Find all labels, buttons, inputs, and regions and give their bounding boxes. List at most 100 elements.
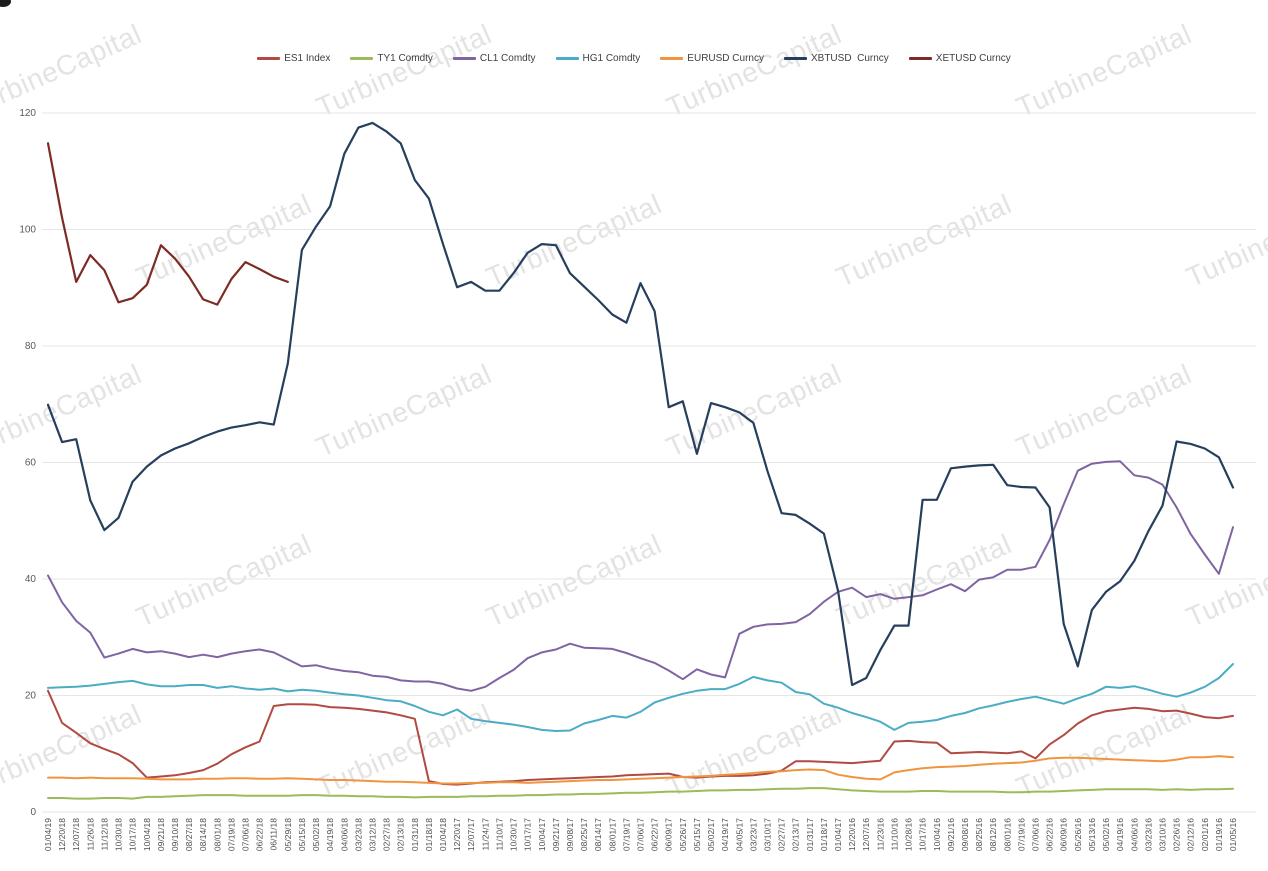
x-tick-label: 05/02/16: [1101, 818, 1111, 851]
y-tick-label: 40: [25, 574, 37, 585]
y-tick-label: 120: [19, 108, 36, 119]
series-line-eurusd-curncy[interactable]: [47, 755, 1234, 785]
legend-label: HG1 Comdty: [582, 52, 641, 64]
legend-swatch-icon: [555, 56, 579, 60]
legend-item-hg1-comdty[interactable]: HG1 Comdty: [555, 52, 641, 64]
x-tick-label: 02/01/16: [1200, 818, 1210, 851]
series-line-xetusd-curncy[interactable]: [46, 142, 289, 306]
x-tick-label: 10/28/16: [904, 818, 914, 851]
x-tick-label: 02/12/16: [1186, 818, 1196, 851]
x-tick-label: 06/11/18: [269, 818, 279, 851]
x-tick-label: 01/18/18: [424, 818, 434, 851]
x-tick-label: 11/12/18: [99, 818, 109, 851]
legend-label: XBTUSD Curncy: [810, 52, 889, 64]
x-tick-label: 07/19/18: [226, 818, 236, 851]
legend-swatch-icon: [452, 56, 476, 60]
legend-item-cl1-comdty[interactable]: CL1 Comdty: [452, 52, 536, 64]
legend-item-eurusd-curncy[interactable]: EURUSD Curncy: [660, 53, 764, 64]
series-line-ty1-comdty[interactable]: [47, 787, 1234, 800]
series-line-xbtusd-curncy[interactable]: [46, 121, 1235, 687]
x-tick-label: 06/09/16: [1059, 818, 1069, 851]
x-tick-label: 08/14/17: [593, 818, 603, 851]
x-tick-label: 11/10/16: [889, 818, 899, 851]
x-tick-label: 05/15/18: [297, 818, 307, 851]
x-tick-label: 01/04/19: [43, 818, 53, 851]
legend: ES1 Index TY1 Comdty CL1 Comdty HG1 Comdty E…: [0, 50, 1268, 66]
x-tick-label: 01/04/18: [438, 818, 448, 851]
x-tick-label: 11/26/18: [85, 818, 95, 851]
x-tick-label: 04/06/18: [339, 818, 349, 851]
x-tick-label: 01/04/17: [833, 818, 843, 851]
x-tick-label: 03/23/18: [353, 818, 363, 851]
x-tick-label: 03/23/16: [1143, 818, 1153, 851]
x-tick-label: 06/09/17: [664, 818, 674, 851]
x-tick-label: 05/13/16: [1087, 818, 1097, 851]
corner-artifact: [0, 0, 11, 7]
legend-swatch-icon: [350, 56, 374, 60]
series-line-hg1-comdty[interactable]: [47, 663, 1234, 732]
legend-swatch-icon: [908, 56, 932, 60]
x-tick-label: 06/22/16: [1045, 818, 1055, 851]
x-tick-label: 02/13/18: [396, 818, 406, 851]
x-tick-label: 02/13/17: [791, 818, 801, 851]
x-tick-label: 03/12/18: [367, 818, 377, 851]
y-tick-label: 100: [19, 225, 36, 236]
x-tick-label: 12/20/18: [57, 818, 67, 851]
legend-swatch-icon: [660, 56, 684, 60]
x-tick-label: 09/08/16: [960, 818, 970, 851]
x-tick-label: 05/15/17: [692, 818, 702, 851]
x-tick-label: 06/22/18: [255, 818, 265, 851]
legend-item-xetusd-curncy[interactable]: XETUSD Curncy: [908, 52, 1011, 64]
x-tick-label: 04/06/16: [1129, 818, 1139, 851]
x-tick-label: 10/04/18: [142, 818, 152, 851]
x-tick-label: 12/20/17: [452, 818, 462, 851]
x-tick-label: 07/06/17: [636, 818, 646, 851]
x-tick-label: 08/27/18: [184, 818, 194, 851]
x-tick-label: 03/10/17: [762, 818, 772, 851]
x-tick-label: 08/01/17: [607, 818, 617, 851]
x-tick-label: 03/10/16: [1157, 818, 1167, 851]
x-tick-label: 04/19/16: [1115, 818, 1125, 851]
x-tick-label: 10/04/16: [932, 818, 942, 851]
x-tick-label: 11/23/16: [875, 818, 885, 851]
legend-swatch-icon: [257, 56, 281, 60]
x-tick-label: 08/25/17: [579, 818, 589, 851]
legend-label: ES1 Index: [284, 52, 331, 64]
x-tick-label: 10/04/17: [537, 818, 547, 851]
legend-label: CL1 Comdty: [479, 52, 536, 64]
x-tick-label: 12/07/18: [71, 818, 81, 851]
x-tick-label: 02/26/16: [1172, 818, 1182, 851]
legend-item-xbtusd-curncy[interactable]: XBTUSD Curncy: [783, 52, 889, 64]
x-tick-label: 04/19/17: [720, 818, 730, 851]
legend-label: TY1 Comdty: [377, 52, 433, 64]
legend-label: XETUSD Curncy: [935, 52, 1011, 64]
y-tick-label: 80: [25, 341, 37, 352]
x-tick-label: 08/01/16: [1002, 818, 1012, 851]
x-tick-label: 07/06/16: [1031, 818, 1041, 851]
legend-item-ty1-comdty[interactable]: TY1 Comdty: [350, 53, 433, 64]
x-tick-label: 05/26/17: [678, 818, 688, 851]
x-tick-label: 10/17/17: [523, 818, 533, 851]
x-tick-label: 05/29/18: [283, 818, 293, 851]
x-tick-label: 01/19/16: [1214, 818, 1224, 851]
x-tick-label: 09/21/18: [156, 818, 166, 851]
x-tick-label: 01/18/17: [819, 818, 829, 851]
y-tick-label: 60: [25, 458, 37, 469]
x-tick-label: 09/21/17: [551, 818, 561, 851]
x-tick-label: 12/07/17: [466, 818, 476, 851]
legend-label: EURUSD Curncy: [687, 52, 764, 64]
series-line-cl1-comdty[interactable]: [47, 460, 1234, 692]
legend-item-es1-index[interactable]: ES1 Index: [257, 53, 330, 64]
x-tick-label: 09/21/16: [946, 818, 956, 851]
x-tick-label: 08/14/18: [198, 818, 208, 851]
y-tick-label: 0: [30, 807, 36, 818]
legend-swatch-icon: [783, 56, 807, 60]
x-tick-label: 02/27/17: [777, 818, 787, 851]
series-line-es1-index[interactable]: [47, 689, 1234, 786]
x-tick-label: 09/10/18: [170, 818, 180, 851]
x-tick-label: 10/30/17: [509, 818, 519, 851]
x-tick-label: 01/31/18: [410, 818, 420, 851]
x-tick-label: 01/31/17: [805, 818, 815, 851]
x-tick-label: 04/05/17: [734, 818, 744, 851]
